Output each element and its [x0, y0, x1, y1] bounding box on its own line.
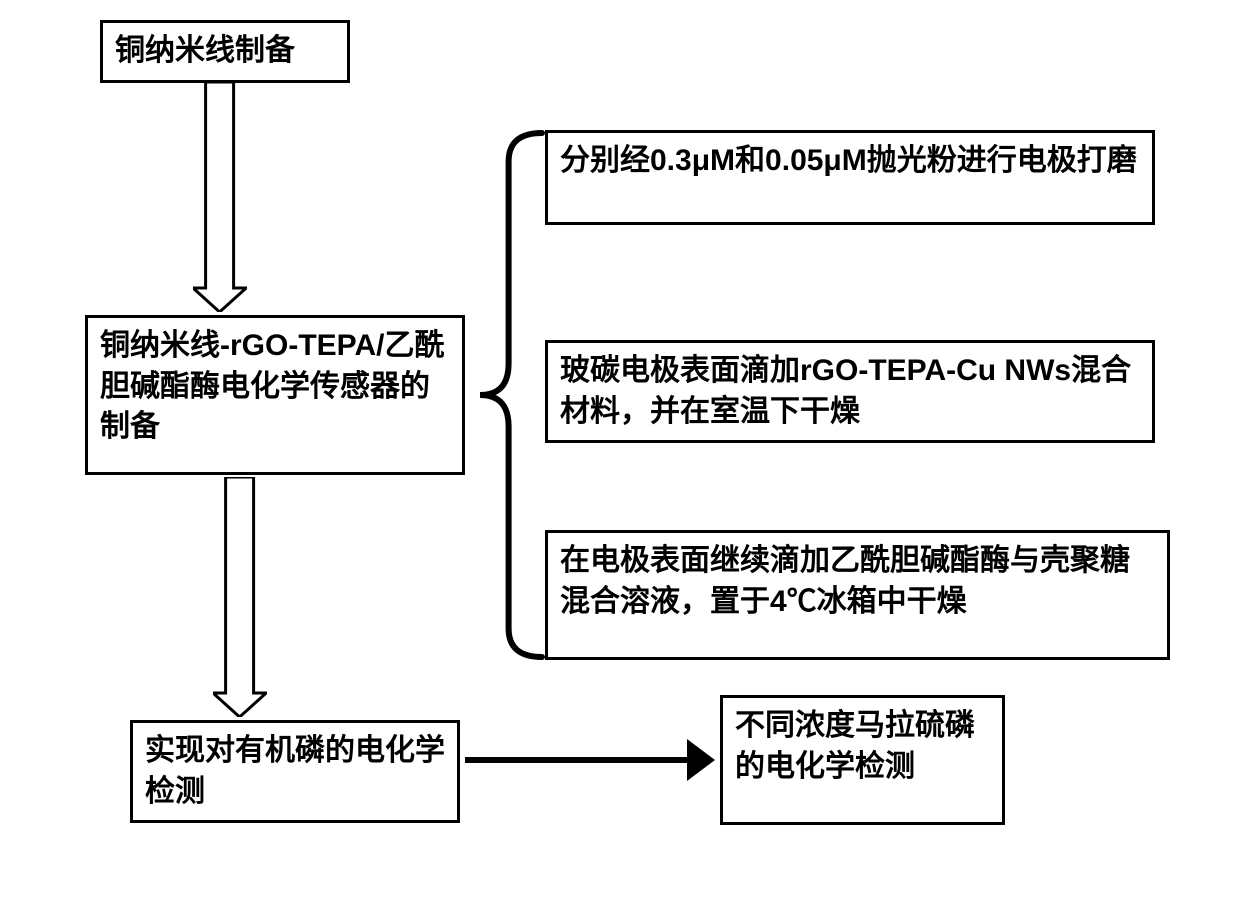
box-step-3-text: 实现对有机磷的电化学检测: [145, 734, 445, 808]
box-step-2: 铜纳米线-rGO-TEPA/乙酰胆碱酯酶电化学传感器的制备: [85, 315, 465, 475]
box-result-text: 不同浓度马拉硫磷的电化学检测: [735, 709, 975, 783]
arrow-right-1: [465, 739, 715, 781]
box-result: 不同浓度马拉硫磷的电化学检测: [720, 695, 1005, 825]
box-step-1-text: 铜纳米线制备: [115, 34, 295, 67]
arrow-down-2: [213, 477, 266, 717]
curly-brace: [475, 130, 545, 660]
arrow-down-1: [193, 82, 246, 312]
box-substep-a-text: 分别经0.3μM和0.05μM抛光粉进行电极打磨: [560, 144, 1137, 177]
box-substep-c: 在电极表面继续滴加乙酰胆碱酯酶与壳聚糖混合溶液，置于4℃冰箱中干燥: [545, 530, 1170, 660]
box-step-1: 铜纳米线制备: [100, 20, 350, 83]
box-substep-b: 玻碳电极表面滴加rGO-TEPA-Cu NWs混合材料，并在室温下干燥: [545, 340, 1155, 443]
box-step-3: 实现对有机磷的电化学检测: [130, 720, 460, 823]
box-substep-a: 分别经0.3μM和0.05μM抛光粉进行电极打磨: [545, 130, 1155, 225]
box-substep-b-text: 玻碳电极表面滴加rGO-TEPA-Cu NWs混合材料，并在室温下干燥: [560, 354, 1131, 428]
box-substep-c-text: 在电极表面继续滴加乙酰胆碱酯酶与壳聚糖混合溶液，置于4℃冰箱中干燥: [560, 544, 1130, 618]
box-step-2-text: 铜纳米线-rGO-TEPA/乙酰胆碱酯酶电化学传感器的制备: [100, 329, 444, 443]
